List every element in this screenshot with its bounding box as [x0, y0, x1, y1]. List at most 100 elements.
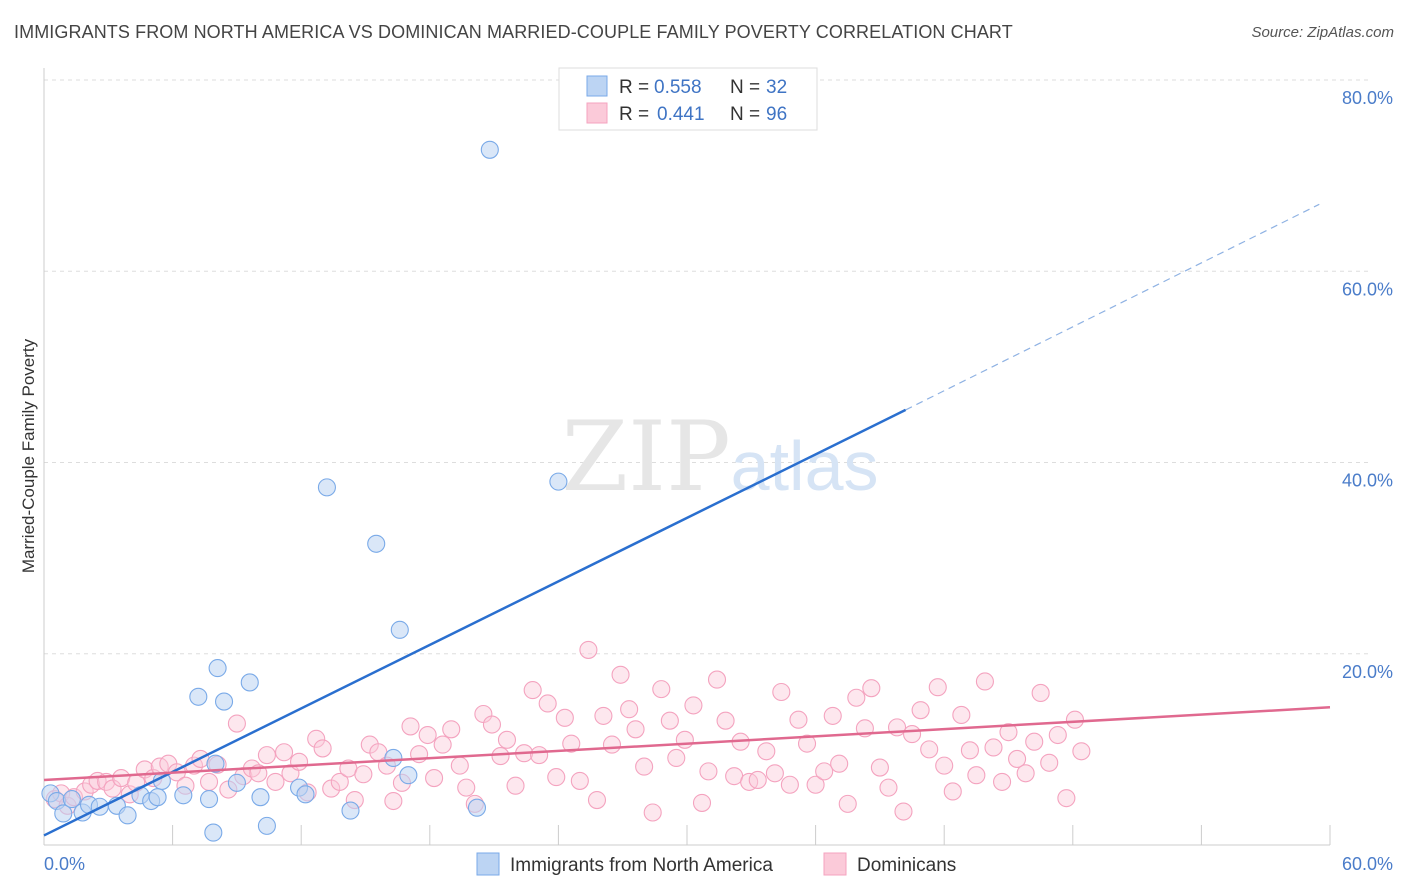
dominican-point-99 — [838, 794, 857, 813]
dominican-point-88 — [748, 770, 767, 790]
immigrant-point-29 — [384, 748, 403, 768]
x-tick-label-0: 0.0% — [44, 854, 85, 874]
dominican-point-74 — [635, 757, 654, 776]
series-legend: Immigrants from North America Dominicans — [476, 852, 956, 876]
dominican-point-100 — [847, 688, 866, 707]
dominican-point-91 — [772, 682, 791, 702]
immigrant-point-21 — [227, 773, 246, 792]
dominican-point-20 — [199, 772, 219, 791]
immigrant-point-17 — [206, 754, 225, 773]
dominican-point-76 — [652, 680, 671, 699]
dominican-point-96 — [815, 762, 834, 781]
dominican-point-50 — [442, 720, 461, 739]
immigrant-point-3 — [62, 790, 81, 809]
y-tick-label-1: 40.0% — [1342, 471, 1393, 491]
dominican-point-127 — [1065, 710, 1084, 729]
dominican-point-81 — [692, 793, 712, 812]
immigrant-point-28 — [367, 534, 386, 553]
dominican-point-104 — [879, 778, 898, 797]
dominican-point-45 — [401, 717, 420, 736]
data-points — [41, 140, 1091, 842]
dominican-point-33 — [307, 729, 326, 748]
watermark-zip: ZIP — [561, 401, 730, 513]
dominican-point-65 — [562, 734, 581, 753]
immigrant-point-12 — [148, 788, 167, 807]
legend-swatch-pink — [586, 102, 608, 124]
immigrant-point-8 — [118, 806, 137, 825]
immigrant-point-22 — [251, 788, 270, 807]
dominican-point-94 — [797, 734, 817, 753]
dominican-point-48 — [425, 769, 444, 788]
legend-n-value-2: 96 — [766, 104, 787, 125]
immigrant-point-33 — [480, 140, 499, 159]
dominican-point-126 — [1057, 789, 1076, 808]
dominican-point-70 — [602, 735, 622, 754]
legend-n-label-1: N = — [730, 77, 760, 98]
dominican-point-114 — [960, 741, 979, 760]
dominican-point-49 — [433, 735, 452, 754]
grid-lines — [44, 79, 1370, 655]
legend-n-value-1: 32 — [766, 77, 787, 98]
dominican-point-73 — [626, 720, 645, 739]
trend-lines — [43, 203, 1331, 837]
immigrant-point-34 — [549, 472, 568, 491]
dominican-point-28 — [266, 772, 285, 791]
dominican-point-31 — [290, 752, 309, 771]
dominican-point-92 — [780, 775, 799, 794]
series-legend-label-1: Immigrants from North America — [510, 855, 773, 876]
immigrant-point-27 — [341, 801, 360, 820]
dominican-point-107 — [902, 725, 922, 744]
dominican-point-85 — [725, 767, 744, 786]
dominican-point-52 — [457, 778, 476, 797]
dominican-point-68 — [587, 791, 607, 810]
dominican-point-84 — [716, 711, 735, 730]
dominican-point-120 — [1008, 749, 1027, 768]
dominican-point-93 — [789, 710, 808, 729]
dominican-point-58 — [506, 776, 525, 795]
y-tick-label-0: 20.0% — [1342, 662, 1393, 682]
dominican-point-95 — [806, 775, 825, 794]
dominican-point-47 — [418, 725, 437, 745]
immigrant-point-32 — [467, 798, 487, 817]
dominican-point-82 — [699, 762, 718, 781]
legend-r-value-2: 0.441 — [657, 104, 705, 125]
dominican-point-60 — [523, 681, 542, 700]
dominican-point-97 — [823, 706, 842, 725]
immigrant-point-15 — [214, 692, 234, 711]
immigrant-point-14 — [199, 790, 219, 809]
dominican-point-36 — [330, 772, 349, 791]
dominican-point-43 — [384, 791, 403, 811]
dominican-point-118 — [993, 772, 1012, 791]
watermark-atlas: atlas — [731, 427, 879, 505]
trend-line-immigrants — [43, 408, 907, 837]
dominican-point-106 — [894, 802, 913, 821]
dominican-point-115 — [967, 766, 986, 785]
dominican-point-83 — [707, 670, 727, 689]
dominican-point-27 — [257, 746, 276, 765]
chart-title: IMMIGRANTS FROM NORTH AMERICA VS DOMINIC… — [14, 22, 1013, 42]
dominican-point-108 — [911, 701, 930, 720]
dominican-point-117 — [984, 738, 1003, 757]
immigrant-point-19 — [208, 659, 227, 678]
series-legend-swatch-pink — [823, 852, 847, 876]
dominican-point-122 — [1025, 732, 1044, 751]
immigrant-point-31 — [399, 766, 418, 785]
legend-r-value-1: 0.558 — [654, 77, 702, 98]
dominican-point-9 — [112, 769, 131, 788]
dominican-point-61 — [530, 746, 549, 765]
dominican-point-55 — [482, 715, 502, 734]
legend-r-label-2: R = — [619, 104, 649, 125]
dominican-point-121 — [1016, 764, 1035, 783]
dominican-point-63 — [547, 768, 566, 787]
immigrant-point-13 — [174, 786, 193, 805]
series-legend-swatch-blue — [476, 852, 500, 876]
legend-r-label-1: R = — [619, 77, 649, 98]
y-axis-title: Married-Couple Family Poverty — [19, 338, 38, 573]
dominican-point-78 — [667, 748, 686, 768]
immigrant-point-18 — [204, 823, 223, 842]
immigrant-point-26 — [317, 478, 336, 497]
dominican-point-39 — [354, 765, 373, 784]
immigrant-point-30 — [390, 620, 409, 639]
dominican-point-109 — [920, 740, 939, 759]
